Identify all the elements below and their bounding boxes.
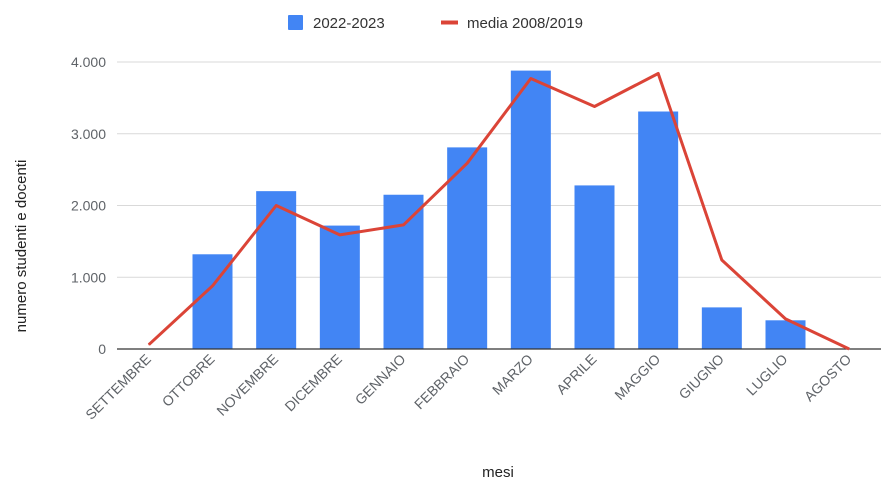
x-tick-label: NOVEMBRE <box>213 351 281 419</box>
x-tick-label: MARZO <box>489 351 536 398</box>
legend-label-bars: 2022-2023 <box>313 15 385 32</box>
bar <box>701 307 742 349</box>
x-tick-label: AGOSTO <box>801 351 855 405</box>
bar <box>447 147 488 349</box>
x-tick-label: LUGLIO <box>743 351 791 399</box>
line-point <box>212 285 213 287</box>
legend-swatch-bars <box>288 15 303 30</box>
line-point <box>148 344 150 346</box>
x-tick-label: GENNAIO <box>352 351 409 408</box>
x-tick-label: OTTOBRE <box>159 351 218 410</box>
bar <box>256 191 297 349</box>
y-tick-label: 4.000 <box>71 54 106 70</box>
line-point <box>785 318 786 320</box>
legend-label-line: media 2008/2019 <box>467 15 583 32</box>
y-axis-title: numero studenti e docenti <box>13 160 30 333</box>
line-point <box>530 78 532 80</box>
bar <box>383 194 424 349</box>
line-series <box>147 72 850 351</box>
bar <box>638 111 679 349</box>
x-tick-label: DICEMBRE <box>281 351 345 415</box>
line-point <box>657 72 659 74</box>
line-point <box>275 205 277 206</box>
y-tick-label: 1.000 <box>71 269 106 285</box>
line-point <box>848 348 850 350</box>
bar <box>574 185 615 349</box>
y-tick-label: 0 <box>98 341 106 357</box>
x-axis-title: mesi <box>482 464 514 481</box>
x-tick-label: SETTEMBRE <box>82 351 154 423</box>
line-point <box>339 234 341 236</box>
line-point <box>721 259 723 261</box>
line-path <box>147 72 850 351</box>
x-tick-label: MAGGIO <box>611 351 663 403</box>
bar <box>510 70 551 350</box>
line-point <box>466 162 468 164</box>
y-tick-label: 2.000 <box>71 198 106 214</box>
x-tick-label: FEBBRAIO <box>411 351 472 412</box>
line-point <box>403 224 404 226</box>
legend: 2022-2023 media 2008/2019 <box>288 15 583 32</box>
y-tick-label: 3.000 <box>71 126 106 142</box>
line-point <box>594 105 595 107</box>
y-tick-labels: 0 1.000 2.000 3.000 4.000 <box>71 54 106 357</box>
grid-lines <box>117 61 881 278</box>
bar <box>319 225 360 349</box>
bar-series <box>192 70 806 350</box>
x-tick-label: APRILE <box>553 351 600 398</box>
x-tick-label: GIUGNO <box>675 351 727 403</box>
